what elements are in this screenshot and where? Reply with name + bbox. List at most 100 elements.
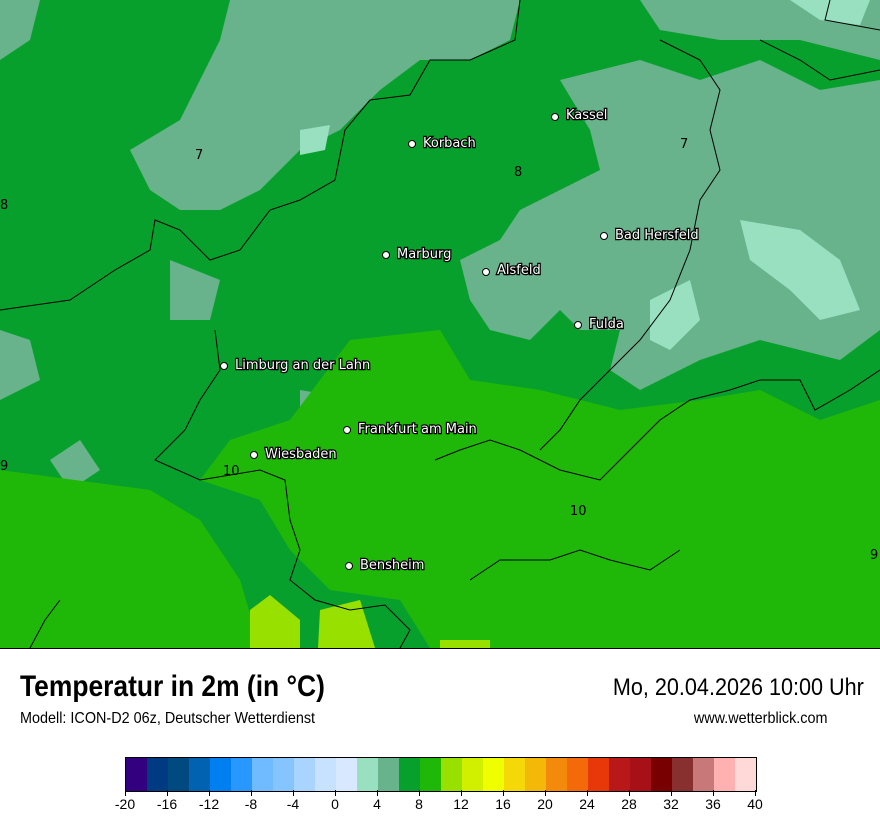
isotherm-label: 8 — [514, 165, 522, 180]
legend-tick-label: 16 — [495, 796, 511, 812]
legend-tick-label: 36 — [705, 796, 721, 812]
legend-swatch — [126, 758, 147, 791]
city-bad-hersfeld[interactable]: Bad Hersfeld — [600, 227, 700, 244]
legend-tick — [125, 790, 126, 796]
legend-swatch — [147, 758, 168, 791]
isotherm-labels: 7 8 7 8 9 10 10 9 — [0, 137, 878, 563]
legend-tick-label: -4 — [286, 796, 300, 812]
legend-tick-label: -20 — [114, 796, 136, 812]
legend-tick — [755, 790, 756, 796]
legend-ticks: -20 -16 -12 -8 -4 0 4 8 12 16 20 24 28 32 36 40 — [115, 790, 763, 820]
forecast-datetime: Mo, 20.04.2026 10:00 Uhr — [613, 674, 864, 701]
legend-tick — [209, 790, 210, 796]
color-legend — [125, 757, 757, 792]
svg-text:Alsfeld: Alsfeld — [497, 263, 541, 278]
legend-tick — [587, 790, 588, 796]
legend-tick — [167, 790, 168, 796]
legend-swatch — [525, 758, 546, 791]
legend-swatch — [378, 758, 399, 791]
temp-12-14-areas — [250, 595, 490, 648]
legend-tick-label: 24 — [579, 796, 595, 812]
legend-tick-label: 28 — [621, 796, 637, 812]
legend-tick — [713, 790, 714, 796]
legend-tick-label: -8 — [244, 796, 258, 812]
legend-swatch — [189, 758, 210, 791]
legend-swatch — [567, 758, 588, 791]
legend-tick — [293, 790, 294, 796]
legend-tick — [461, 790, 462, 796]
legend-tick — [251, 790, 252, 796]
legend-swatch — [735, 758, 756, 791]
legend-swatch — [210, 758, 231, 791]
legend-tick — [419, 790, 420, 796]
legend-swatch — [231, 758, 252, 791]
legend-tick-label: 32 — [663, 796, 679, 812]
city-marburg[interactable]: Marburg — [382, 246, 453, 263]
legend-tick — [503, 790, 504, 796]
temp-6-8-areas — [0, 0, 880, 490]
legend-tick — [671, 790, 672, 796]
legend-swatch — [651, 758, 672, 791]
website-link[interactable]: www.wetterblick.com — [693, 710, 827, 727]
legend-swatch — [399, 758, 420, 791]
svg-text:Limburg an der Lahn: Limburg an der Lahn — [235, 358, 370, 373]
legend-swatch — [168, 758, 189, 791]
legend-swatch — [441, 758, 462, 791]
legend-swatch — [588, 758, 609, 791]
legend-swatch — [252, 758, 273, 791]
legend-swatch — [546, 758, 567, 791]
city-bensheim[interactable]: Bensheim — [345, 557, 426, 574]
isotherm-label: 8 — [0, 198, 8, 213]
temperature-map[interactable]: 7 8 7 8 9 10 10 9 Kassel Korbach Bad Her… — [0, 0, 880, 649]
model-info: Modell: ICON-D2 06z, Deutscher Wetterdie… — [20, 710, 316, 727]
cities: Kassel Korbach Bad Hersfeld Marburg Alsf… — [220, 107, 700, 574]
temp-4-6-areas — [300, 0, 870, 350]
svg-text:Kassel: Kassel — [566, 108, 607, 123]
isotherm-label: 10 — [223, 464, 240, 479]
legend-swatch — [504, 758, 525, 791]
legend-swatch — [609, 758, 630, 791]
svg-text:Bensheim: Bensheim — [360, 558, 424, 573]
legend-swatch — [336, 758, 357, 791]
state-borders — [0, 0, 880, 648]
legend-swatch — [483, 758, 504, 791]
legend-tick-label: 4 — [373, 796, 381, 812]
city-wiesbaden[interactable]: Wiesbaden — [250, 446, 338, 463]
legend-swatch — [420, 758, 441, 791]
legend-swatch — [357, 758, 378, 791]
legend-tick-label: 8 — [415, 796, 423, 812]
svg-text:Frankfurt am Main: Frankfurt am Main — [358, 422, 477, 437]
isotherm-label: 9 — [870, 548, 878, 563]
legend-tick-label: 0 — [331, 796, 339, 812]
temp-10-12-areas — [0, 330, 880, 648]
legend-tick — [629, 790, 630, 796]
legend-tick-label: -16 — [156, 796, 178, 812]
city-korbach[interactable]: Korbach — [408, 135, 477, 152]
legend-swatch — [672, 758, 693, 791]
legend-tick-label: 12 — [453, 796, 469, 812]
legend-swatch — [693, 758, 714, 791]
svg-text:Marburg: Marburg — [397, 247, 451, 262]
city-limburg[interactable]: Limburg an der Lahn — [220, 357, 372, 374]
legend-swatch — [630, 758, 651, 791]
legend-tick — [545, 790, 546, 796]
city-frankfurt[interactable]: Frankfurt am Main — [343, 421, 478, 438]
isotherm-label: 7 — [195, 148, 203, 163]
legend-swatch — [462, 758, 483, 791]
city-fulda[interactable]: Fulda — [574, 316, 625, 333]
legend-tick-label: -12 — [198, 796, 220, 812]
svg-text:Wiesbaden: Wiesbaden — [265, 447, 337, 462]
svg-text:Bad Hersfeld: Bad Hersfeld — [615, 228, 699, 243]
svg-text:Korbach: Korbach — [423, 136, 476, 151]
legend-swatch — [714, 758, 735, 791]
isotherm-label: 9 — [0, 459, 8, 474]
legend-swatch — [294, 758, 315, 791]
legend-swatch — [273, 758, 294, 791]
map-title: Temperatur in 2m (in °C) — [20, 670, 325, 703]
legend-swatch — [315, 758, 336, 791]
city-alsfeld[interactable]: Alsfeld — [482, 262, 542, 279]
isotherm-label: 10 — [570, 504, 587, 519]
isotherm-label: 7 — [680, 137, 688, 152]
legend-tick-label: 20 — [537, 796, 553, 812]
city-kassel[interactable]: Kassel — [551, 107, 609, 124]
